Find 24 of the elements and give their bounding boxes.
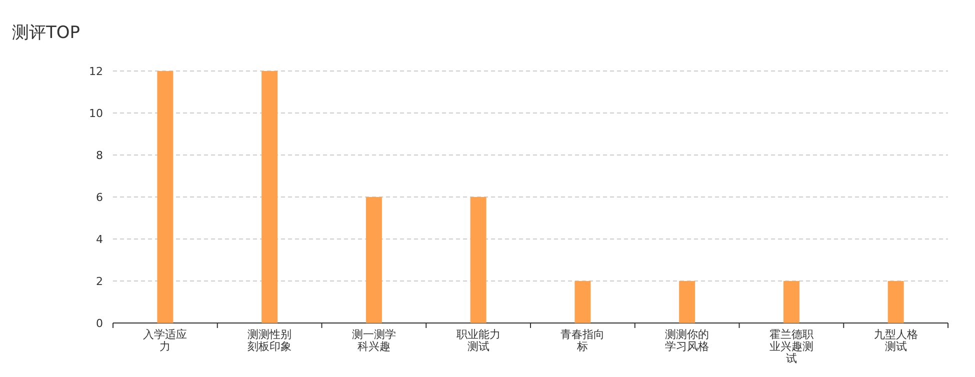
x-tick-label: 职业能力测试 — [456, 328, 500, 353]
y-tick-label: 4 — [96, 233, 103, 246]
bar — [574, 281, 591, 323]
y-tick-label: 2 — [96, 275, 103, 288]
bar — [888, 281, 904, 323]
chart-title: 测评TOP — [12, 23, 80, 43]
y-tick-label: 12 — [89, 65, 103, 78]
y-tick-label: 6 — [96, 191, 103, 204]
y-tick-label: 10 — [89, 107, 103, 120]
bar — [366, 197, 382, 323]
bar — [679, 281, 696, 323]
x-tick-label: 测一测学科兴趣 — [352, 328, 396, 353]
bar — [783, 281, 800, 323]
x-tick-label: 霍兰德职业兴趣测试 — [769, 328, 814, 365]
x-tick-label: 测测你的学习风格 — [665, 328, 710, 353]
x-tick-label: 青春指向标 — [560, 328, 605, 353]
y-tick-label: 0 — [96, 317, 103, 330]
x-tick-label: 测测性别刻板印象 — [248, 328, 292, 353]
y-tick-label: 8 — [96, 149, 103, 162]
bar — [470, 197, 486, 323]
bar — [157, 71, 174, 323]
bar — [262, 71, 278, 323]
x-tick-label: 九型人格测试 — [874, 328, 918, 353]
x-tick-label: 入学适应力 — [143, 328, 188, 353]
